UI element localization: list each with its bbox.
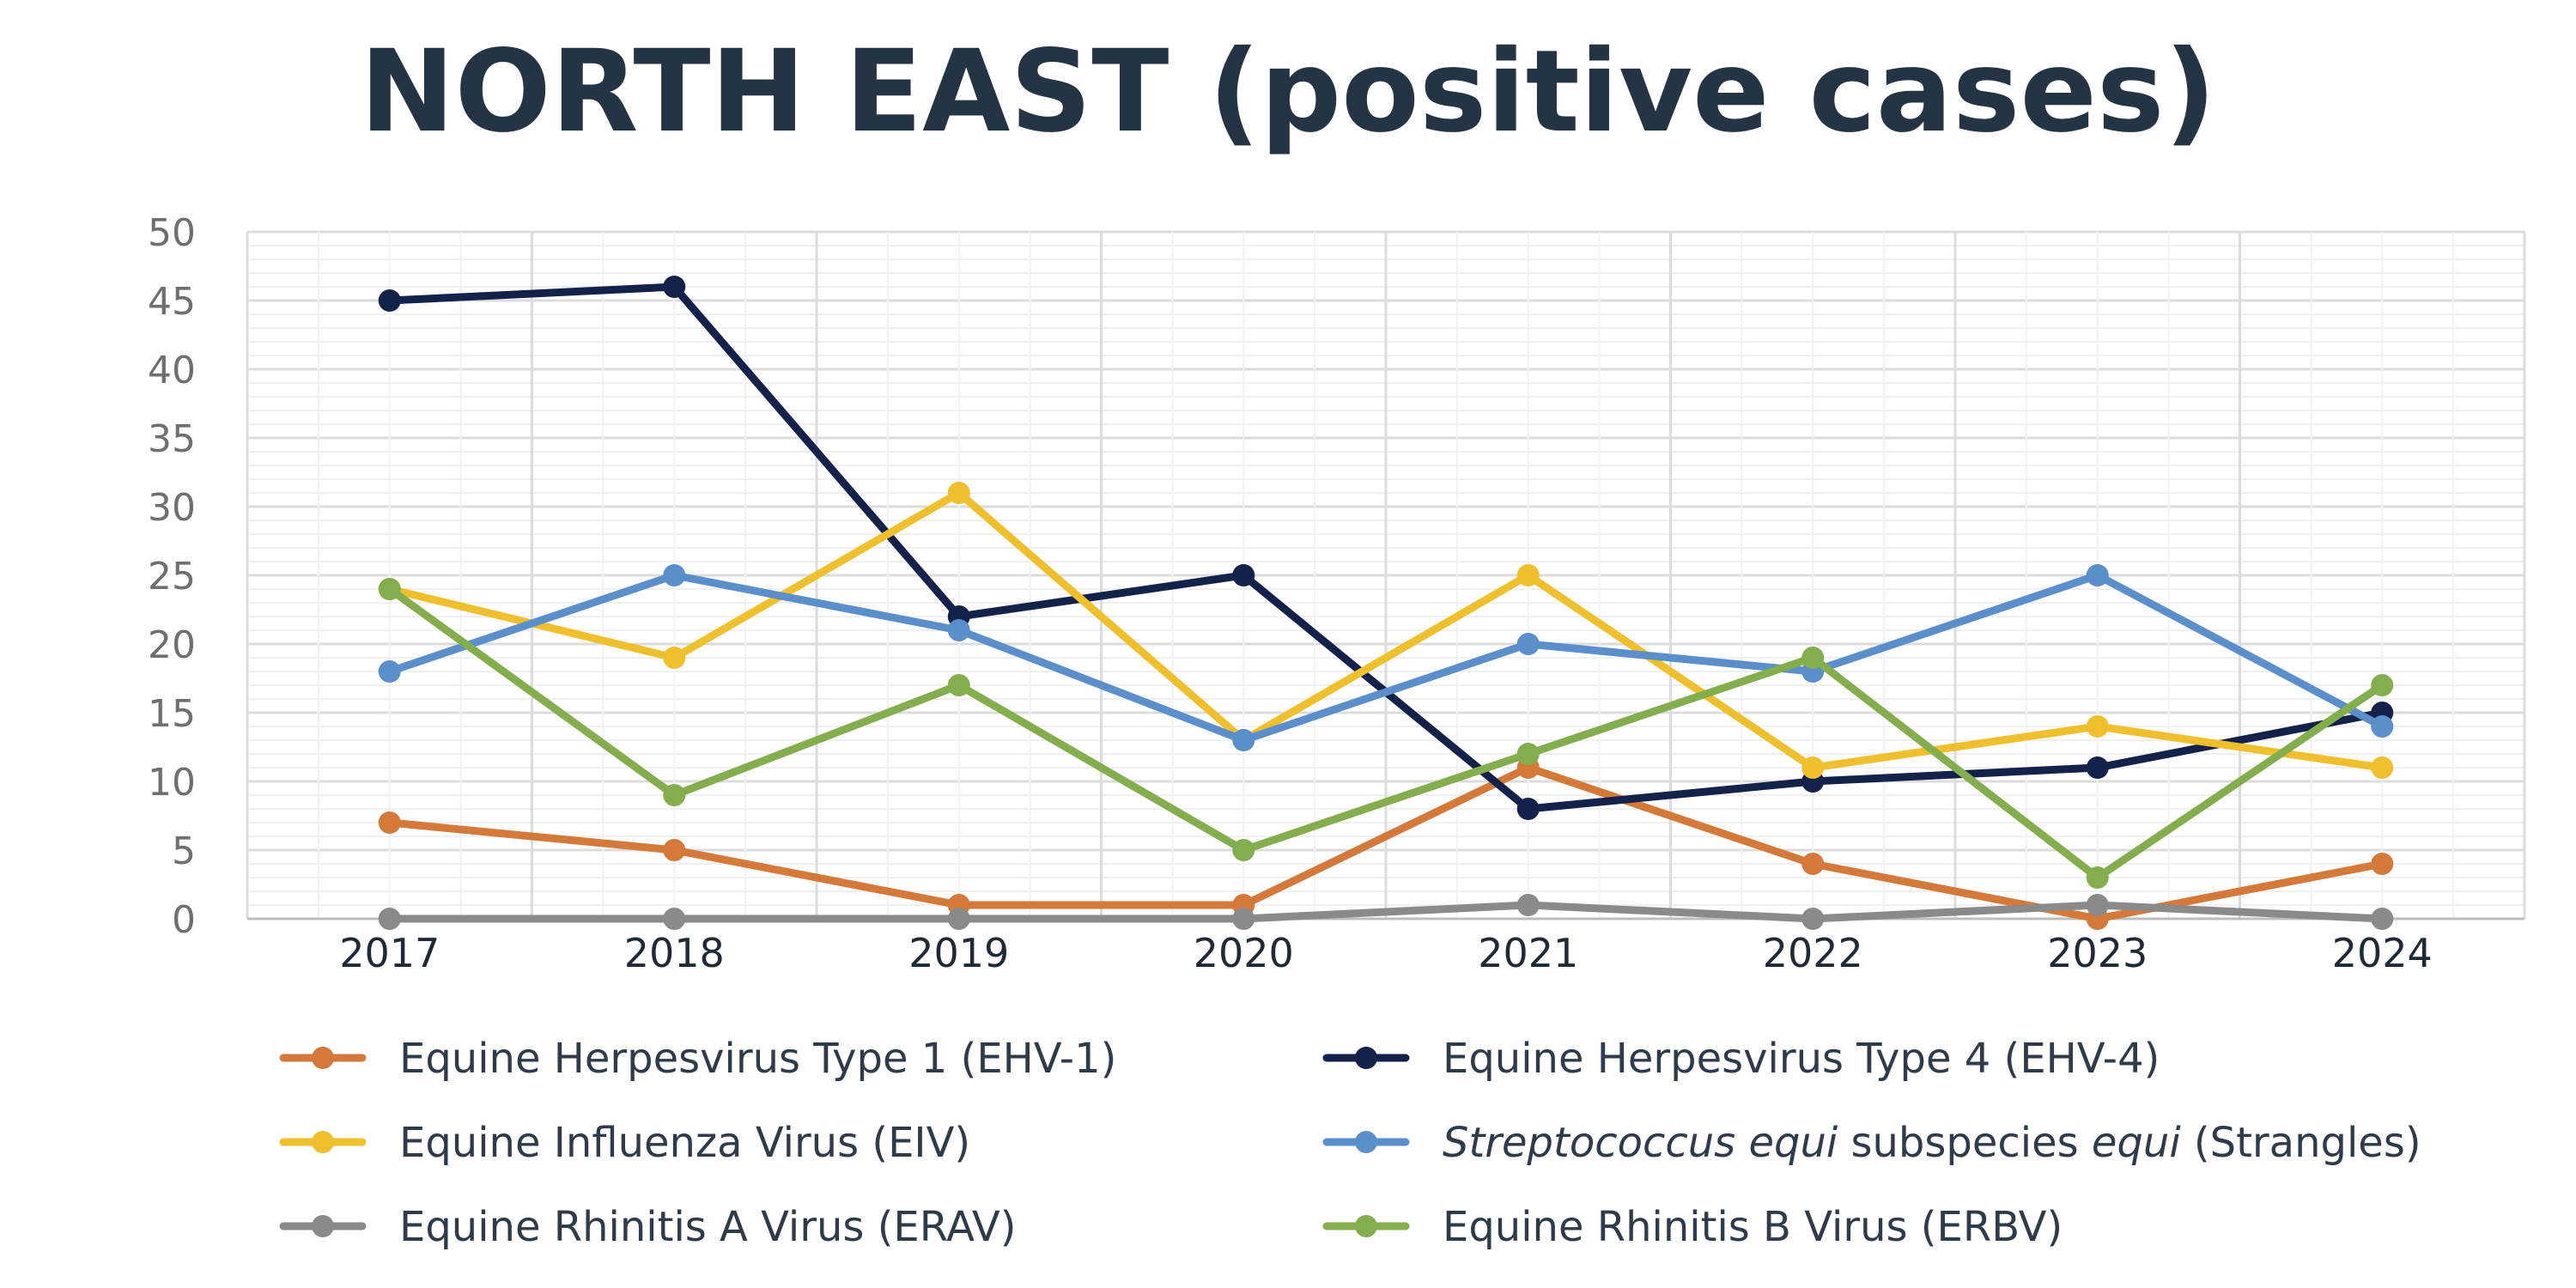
y-tick-label: 5 (172, 829, 196, 873)
legend: Equine Herpesvirus Type 1 (EHV-1) Equine … (279, 1035, 2421, 1251)
y-tick-label: 50 (148, 211, 196, 255)
x-tick-label: 2020 (1194, 930, 1294, 976)
data-point (947, 619, 970, 641)
series-line (386, 901, 2386, 923)
legend-label: Equine Herpesvirus Type 1 (EHV-1) (399, 1035, 1116, 1083)
data-point (2371, 674, 2394, 696)
chart-title: NORTH EAST (positive cases) (360, 26, 2216, 158)
data-point (947, 674, 970, 696)
data-point (2371, 853, 2394, 875)
data-point (2086, 715, 2109, 738)
data-point (1516, 798, 1540, 820)
x-tick-label: 2017 (339, 930, 440, 976)
y-tick-label: 0 (172, 898, 196, 942)
y-tick-label: 30 (148, 486, 196, 530)
data-point (947, 908, 970, 930)
data-point (1232, 839, 1255, 861)
series-group (378, 276, 2394, 930)
data-point (1516, 743, 1540, 765)
data-point (663, 908, 686, 930)
legend-label-part: Equine Rhinitis B Virus (ERBV) (1443, 1203, 2063, 1251)
legend-label-part: Equine Herpesvirus Type 1 (EHV-1) (399, 1035, 1116, 1083)
y-tick-label: 15 (148, 692, 196, 736)
y-tick-label: 25 (148, 555, 196, 598)
legend-label-part: (Strangles) (2181, 1119, 2421, 1167)
data-point (1516, 564, 1540, 586)
data-point (2371, 715, 2394, 738)
legend-label: Equine Rhinitis B Virus (ERBV) (1443, 1203, 2063, 1251)
y-tick-label: 10 (148, 761, 196, 805)
data-point (1232, 729, 1255, 751)
legend-item: Equine Herpesvirus Type 4 (EHV-4) (1322, 1035, 2160, 1083)
data-point (663, 564, 686, 586)
axes: 0 5 10 15 20 25 30 35 40 45 50 2017 2018 2019 2020 2021… (148, 211, 2524, 976)
legend-swatch-marker (312, 1047, 334, 1069)
legend-swatch-marker (312, 1215, 334, 1237)
data-point (663, 784, 686, 806)
grid (246, 230, 2526, 920)
legend-swatch-marker (1355, 1047, 1377, 1069)
data-point (947, 482, 970, 504)
legend-label-part: Equine Rhinitis A Virus (ERAV) (399, 1203, 1016, 1251)
legend-label-part: Streptococcus equi (1443, 1119, 1838, 1167)
legend-swatch-marker (312, 1131, 334, 1153)
data-point (1801, 853, 1825, 875)
data-point (663, 647, 686, 669)
legend-label: Equine Rhinitis A Virus (ERAV) (399, 1203, 1016, 1251)
x-tick-label: 2024 (2332, 930, 2433, 976)
legend-label-part: subspecies (1838, 1119, 2092, 1167)
data-point (2086, 866, 2109, 889)
series-group (378, 894, 2394, 930)
x-tick-label: 2022 (1763, 930, 1863, 976)
legend-label: Equine Herpesvirus Type 4 (EHV-4) (1443, 1035, 2160, 1083)
data-point (378, 908, 401, 930)
y-tick-label: 40 (148, 349, 196, 392)
data-point (2086, 894, 2109, 916)
legend-label: Equine Influenza Virus (EIV) (399, 1119, 970, 1167)
legend-label-part: Equine Herpesvirus Type 4 (EHV-4) (1443, 1035, 2160, 1083)
series-group (378, 578, 2394, 889)
legend-item: Equine Rhinitis B Virus (ERBV) (1322, 1203, 2063, 1251)
series-line (386, 585, 2386, 882)
data-point (1801, 647, 1825, 669)
data-point (1232, 908, 1255, 930)
data-point (2371, 908, 2394, 930)
data-point (1516, 633, 1540, 655)
data-point (378, 578, 401, 600)
legend-item: Equine Rhinitis A Virus (ERAV) (279, 1203, 1016, 1251)
data-point (378, 811, 401, 834)
data-point (1232, 564, 1255, 586)
data-point (2086, 564, 2109, 586)
series-group (378, 564, 2394, 751)
data-point (1801, 756, 1825, 779)
series-line (386, 571, 2386, 744)
legend-swatch-marker (1355, 1131, 1377, 1153)
data-point (2086, 756, 2109, 779)
data-point (378, 289, 401, 312)
data-point (2371, 756, 2394, 779)
legend-swatch-marker (1355, 1215, 1377, 1237)
legend-item: Equine Influenza Virus (EIV) (279, 1119, 970, 1167)
legend-label: Streptococcus equi subspecies equi (Stra… (1443, 1119, 2421, 1167)
data-point (663, 276, 686, 298)
y-tick-label: 45 (148, 280, 196, 324)
x-tick-label: 2021 (1478, 930, 1578, 976)
data-point (663, 839, 686, 861)
data-point (1801, 908, 1825, 930)
data-point (1516, 894, 1540, 916)
x-tick-label: 2023 (2047, 930, 2148, 976)
legend-item: Streptococcus equi subspecies equi (Stra… (1322, 1119, 2421, 1167)
y-tick-label: 20 (148, 623, 196, 667)
legend-label-part: equi (2092, 1119, 2181, 1167)
legend-item: Equine Herpesvirus Type 1 (EHV-1) (279, 1035, 1116, 1083)
series-line (386, 489, 2386, 772)
legend-label-part: Equine Influenza Virus (EIV) (399, 1119, 970, 1167)
x-tick-label: 2019 (908, 930, 1009, 976)
x-tick-label: 2018 (624, 930, 725, 976)
y-tick-label: 35 (148, 417, 196, 461)
data-point (378, 660, 401, 683)
